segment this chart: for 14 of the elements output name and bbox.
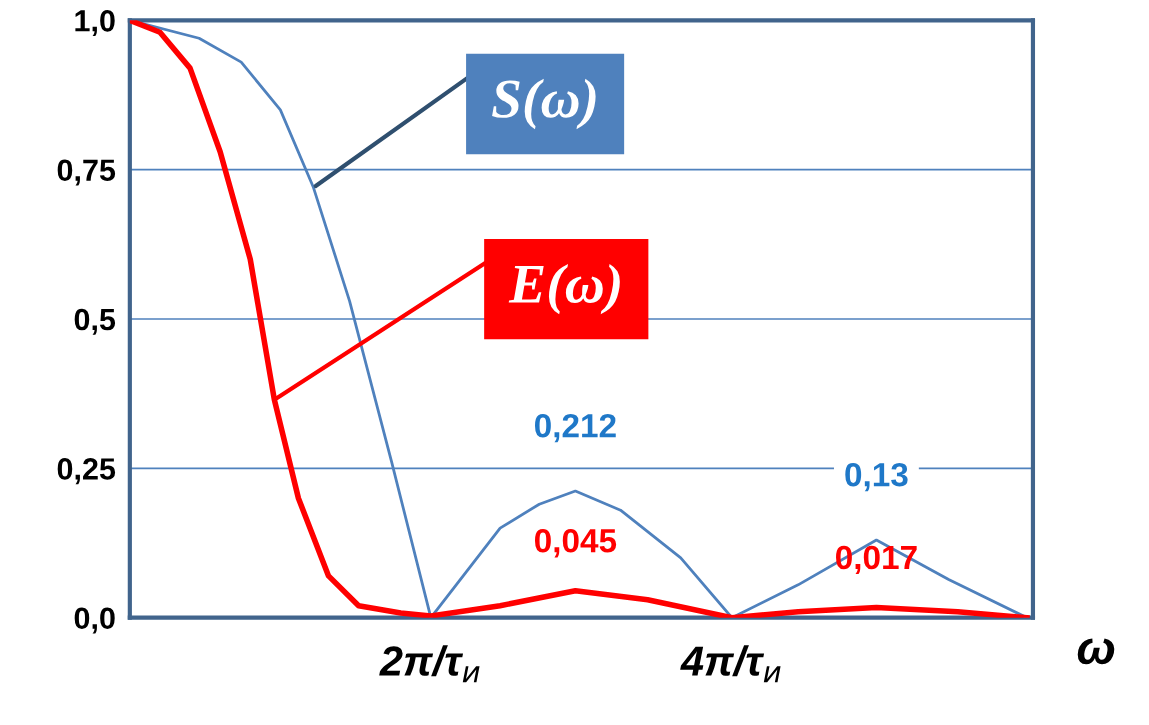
data-label: 0,045 (534, 528, 617, 558)
y-tick-label: 0,75 (57, 159, 116, 186)
data-label: 0,212 (534, 413, 616, 443)
text: E(ω) (508, 263, 620, 315)
y-tick-label: 1,0 (75, 10, 115, 37)
x-tick-label: 4π/τ$_{и}$ (680, 645, 781, 683)
x-tick-label: 2π/τ$_{и}$ (379, 645, 480, 683)
y-tick-label: 0,0 (74, 607, 115, 634)
y-tick-label: 0,5 (74, 308, 116, 335)
y-tick-label: 0,25 (57, 458, 116, 485)
x-axis-title: ω (1077, 638, 1115, 665)
data-label: 0,017 (836, 545, 917, 575)
text: S(ω) (492, 78, 596, 130)
data-label: 0,13 (845, 462, 908, 492)
